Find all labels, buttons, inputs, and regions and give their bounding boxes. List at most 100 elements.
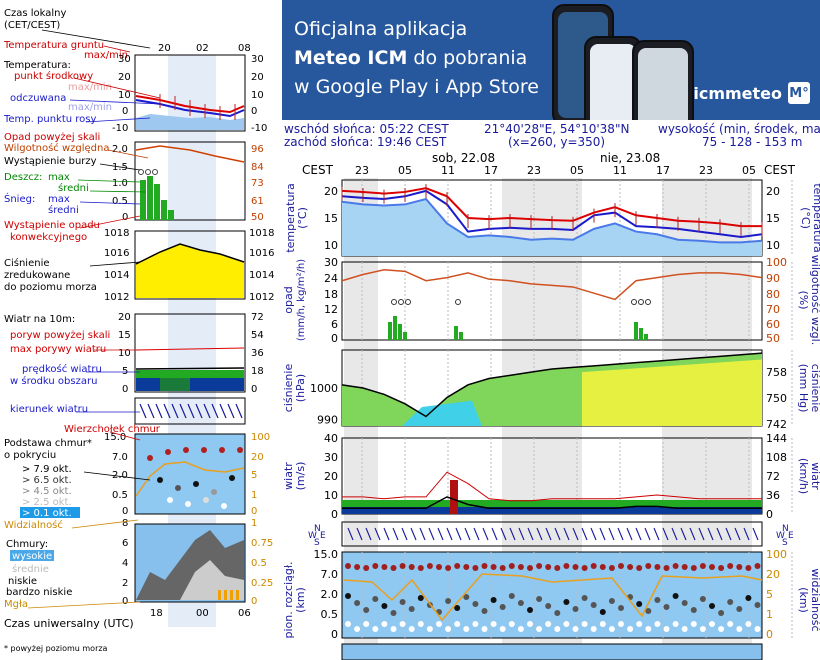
wind-arrow <box>599 527 606 541</box>
sunset: zachód słońca: 19:46 CEST <box>284 135 447 149</box>
banner-app-name: Meteo ICM <box>294 47 408 69</box>
legend-press-area <box>136 244 244 298</box>
pressure-fill-low <box>402 400 482 426</box>
cloud-dot-low <box>727 621 734 627</box>
temp-l-tick: 20 <box>324 185 338 198</box>
legend-cloud-l-2: 2.0 <box>112 470 128 481</box>
cloud-dot-low <box>754 626 761 632</box>
legend-cloud-base: Podstawa chmur* <box>4 438 92 449</box>
grid-point: (x=260, y=350) <box>508 135 606 149</box>
cloud-dot-top <box>636 565 643 571</box>
rain-r-tick: 70 <box>766 303 780 316</box>
legend-visibility-line <box>135 461 245 497</box>
elevation-values: 75 - 128 - 153 m <box>702 135 803 149</box>
wind-l-tick: 20 <box>324 470 338 483</box>
legend-wind-r-3: 18 <box>251 366 264 377</box>
cloud-dot-mid <box>454 605 461 611</box>
wind-arrow <box>743 527 750 541</box>
legend-mid-point: punkt środkowy <box>14 70 93 82</box>
icm-logo-icon: M° <box>788 82 810 104</box>
legend-cloud-l-3: 0.5 <box>112 490 128 501</box>
cloud-dot-mid <box>363 607 370 613</box>
legend-max-min-2: max/min <box>68 102 112 113</box>
wind-arrow <box>626 527 633 541</box>
cloud-layer-panel <box>341 643 763 660</box>
legend-press-l-1: 1016 <box>104 248 129 259</box>
legend-press-r-1: 1016 <box>249 248 274 259</box>
wind-arrow <box>608 527 615 541</box>
cloud-dot-low <box>672 621 679 627</box>
legend-temp-l-1: 20 <box>118 72 131 83</box>
cloud-dot-top <box>408 564 415 570</box>
cloud-dot-low <box>436 621 442 627</box>
cloud-dot-mid <box>663 604 670 610</box>
wind-arrow <box>356 527 363 541</box>
legend-temp-felt-line <box>135 99 245 118</box>
cloud-dot-top <box>399 563 406 569</box>
wind-arrow <box>473 527 480 541</box>
wind-arrow <box>491 527 498 541</box>
cloud-dot-mid <box>754 602 761 608</box>
wind-arrow <box>347 527 354 541</box>
cloud-dot-mid <box>636 601 643 607</box>
cloud-dot-top <box>663 565 670 571</box>
wind-arrow <box>419 527 426 541</box>
wind-arrow <box>392 527 399 541</box>
banner-line-2-rest: do pobrania <box>407 47 528 69</box>
wind-dir-panel <box>341 521 763 547</box>
app-promo-banner[interactable]: Oficjalna aplikacja Meteo ICM do pobrani… <box>282 0 820 120</box>
wind-arrow <box>464 527 471 541</box>
wind-line-0 <box>342 471 762 502</box>
legend-rain-mean: średni <box>58 182 89 194</box>
compass-w: W <box>308 531 317 541</box>
cloud-rlabel-unit: (km) <box>797 587 810 613</box>
cloud-dot-top <box>645 563 652 569</box>
cloud-dot-low <box>536 626 543 632</box>
hour-label: 23 <box>699 164 713 177</box>
legend-press-l-0: 1018 <box>104 228 129 239</box>
cloud-dot-top <box>345 563 351 569</box>
legend-humidity: Wilgotność względna <box>4 142 109 154</box>
cloud-dot-low <box>645 626 652 632</box>
wind-arrow <box>554 527 561 541</box>
legend-okt-3: > 2.5 okt. <box>22 497 72 508</box>
cloud-dot-top <box>563 563 570 569</box>
cloud-dot-low <box>490 621 497 627</box>
legend-wind-line <box>135 367 245 370</box>
legend-cl-r-2: 0.5 <box>251 558 267 569</box>
legend-cloud-l-0: 15.0 <box>104 432 126 443</box>
cloud-dot-low <box>354 626 361 632</box>
cloud-dot-mid <box>345 593 351 599</box>
pressure-line <box>341 352 763 418</box>
cloud-dot-mid <box>499 604 506 610</box>
cloud-dot-mid <box>599 609 606 615</box>
cloud-dot-low <box>517 626 524 632</box>
cloud-dot-top <box>426 563 433 569</box>
wind-arrow <box>410 527 417 541</box>
wind-arrow <box>401 527 408 541</box>
cloud-dot-low <box>590 626 597 632</box>
meteogram: CEST CEST sob, 22.08 nie, 23.08 23 05 11 17… <box>282 151 820 660</box>
cloud-dot-top <box>672 563 679 569</box>
legend-rain-frame <box>134 141 246 221</box>
temp-dew-area <box>342 199 762 256</box>
compass-n: N <box>314 524 321 534</box>
wind-arrow <box>590 527 597 541</box>
sunrise: wschód słońca: 05:22 CEST <box>284 122 449 136</box>
cloud-r-tick: 20 <box>766 568 780 581</box>
legend-wind-l-3: 5 <box>122 366 128 377</box>
cloud-l-tick: 15.0 <box>314 548 339 561</box>
legend-bottom-hour-1: 18 <box>150 608 163 619</box>
rain-l-tick: 12 <box>324 303 338 316</box>
humidity-line <box>341 269 763 301</box>
legend-press-r-0: 1018 <box>249 228 274 239</box>
hour-label: 17 <box>656 164 670 177</box>
legend-press-r-3: 1012 <box>249 292 274 303</box>
banner-line-2: Meteo ICM do pobrania <box>294 47 527 69</box>
legend-soil-sub: max/min <box>84 50 128 61</box>
legend-low: niskie <box>8 576 37 587</box>
brand-name: icmmeteo <box>693 83 782 103</box>
legend-pressure: Ciśnienie <box>4 257 50 269</box>
legend-rain-l-1: 1.5 <box>112 162 128 173</box>
legend-visibility: Widzialność <box>4 519 63 531</box>
